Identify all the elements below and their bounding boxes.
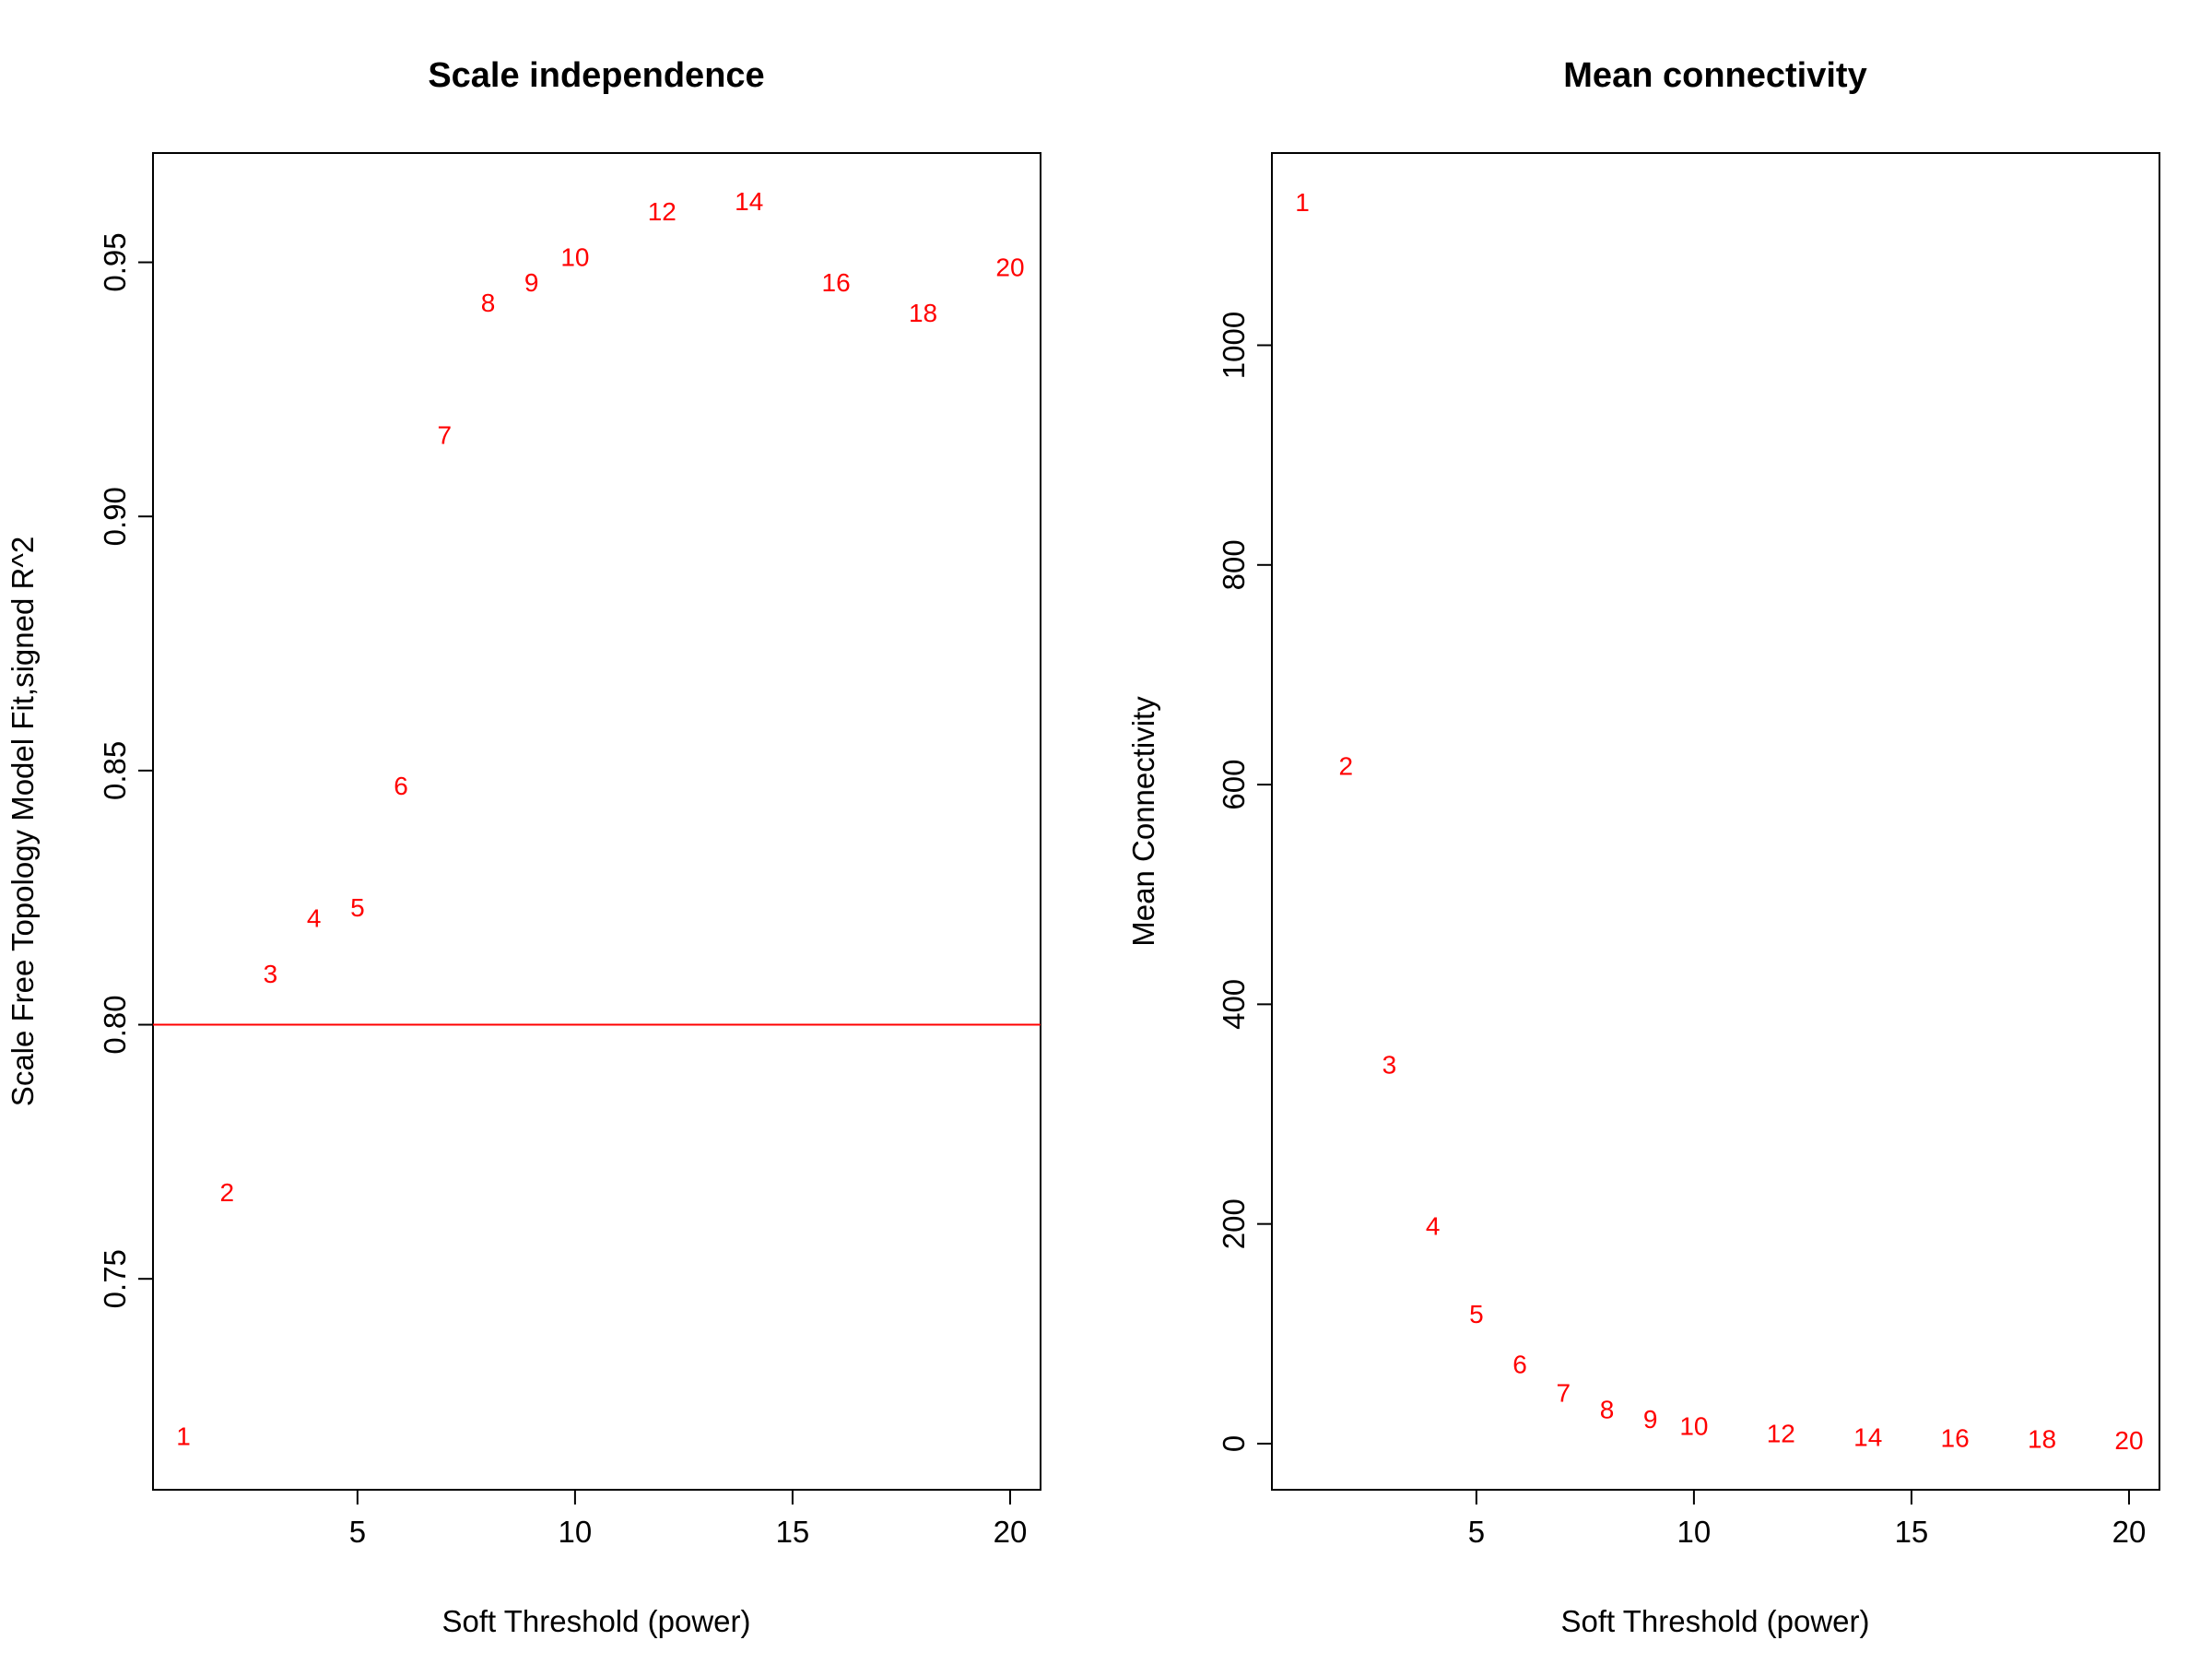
data-point-label: 5 — [350, 893, 365, 922]
x-tick-label: 15 — [1895, 1515, 1929, 1549]
data-point-label: 7 — [437, 420, 452, 449]
x-tick-label: 20 — [994, 1515, 1028, 1549]
data-point-label: 1 — [1295, 188, 1310, 217]
data-point-label: 2 — [1338, 751, 1353, 780]
data-point-label: 12 — [1767, 1420, 1795, 1448]
chart-title: Mean connectivity — [1563, 56, 1866, 95]
x-axis-label: Soft Threshold (power) — [1560, 1604, 1869, 1638]
y-tick-label: 0.80 — [98, 995, 132, 1054]
x-tick-label: 10 — [1677, 1515, 1712, 1549]
data-point-label: 4 — [1426, 1212, 1441, 1241]
scale-independence-panel: Scale independence 5 10 15 20 0.750.800.850… — [6, 56, 1041, 1638]
x-tick-label: 15 — [776, 1515, 810, 1549]
x-axis-label: Soft Threshold (power) — [441, 1604, 750, 1638]
y-tick-label: 800 — [1217, 539, 1251, 590]
y-tick-label: 600 — [1217, 760, 1251, 810]
data-point-label: 16 — [1941, 1424, 1970, 1453]
y-tick-label: 1000 — [1217, 312, 1251, 379]
y-axis-label: Scale Free Topology Model Fit,signed R^2 — [6, 537, 40, 1106]
data-point-label: 9 — [524, 268, 539, 297]
data-point-label: 2 — [219, 1178, 234, 1207]
x-tick-label: 20 — [2112, 1515, 2147, 1549]
data-point-label: 14 — [735, 187, 763, 216]
y-tick-label: 0.75 — [98, 1249, 132, 1308]
data-point-label: 3 — [1382, 1050, 1397, 1079]
data-point-label: 20 — [2114, 1426, 2143, 1455]
data-point-label: 9 — [1643, 1405, 1658, 1434]
y-axis-label: Mean Connectivity — [1126, 696, 1160, 947]
y-tick-label: 0 — [1217, 1435, 1251, 1452]
y-axis: 0.75 0.80 0.85 0.90 0.95 — [98, 232, 154, 1308]
data-point-label: 6 — [394, 772, 408, 800]
chart-title: Scale independence — [428, 56, 764, 95]
data-point-label: 10 — [560, 243, 589, 272]
x-tick-label: 10 — [559, 1515, 593, 1549]
y-tick-label: 200 — [1217, 1198, 1251, 1249]
data-point-label: 16 — [822, 268, 851, 297]
x-tick-label: 5 — [1468, 1515, 1485, 1549]
data-point-label: 4 — [307, 903, 322, 932]
data-point-label: 20 — [995, 254, 1024, 282]
x-axis: 5 10 15 20 — [349, 1489, 1028, 1549]
y-tick-label: 0.95 — [98, 232, 132, 291]
data-point-label: 8 — [481, 289, 496, 317]
y-tick-label: 400 — [1217, 979, 1251, 1030]
x-axis: 5 10 15 20 — [1468, 1489, 2147, 1549]
data-point-label: 12 — [648, 197, 677, 226]
mean-connectivity-panel: Mean connectivity 5 10 15 20 02004006008001… — [1126, 56, 2160, 1638]
data-point-label: 6 — [1512, 1351, 1527, 1379]
data-point-label: 14 — [1853, 1422, 1882, 1451]
data-point-label: 8 — [1600, 1396, 1615, 1424]
data-point-label: 18 — [2028, 1425, 2056, 1454]
y-axis: 0 200 400 600 800 1000 — [1217, 312, 1273, 1452]
y-tick-label: 0.85 — [98, 741, 132, 800]
data-point-label: 7 — [1556, 1379, 1571, 1408]
x-tick-label: 5 — [349, 1515, 366, 1549]
data-point-label: 5 — [1469, 1300, 1484, 1328]
data-point-label: 3 — [264, 960, 278, 988]
data-point-label: 10 — [1679, 1411, 1708, 1440]
data-point-label: 18 — [909, 299, 937, 327]
y-tick-label: 0.90 — [98, 487, 132, 546]
data-point-label: 1 — [176, 1422, 191, 1451]
